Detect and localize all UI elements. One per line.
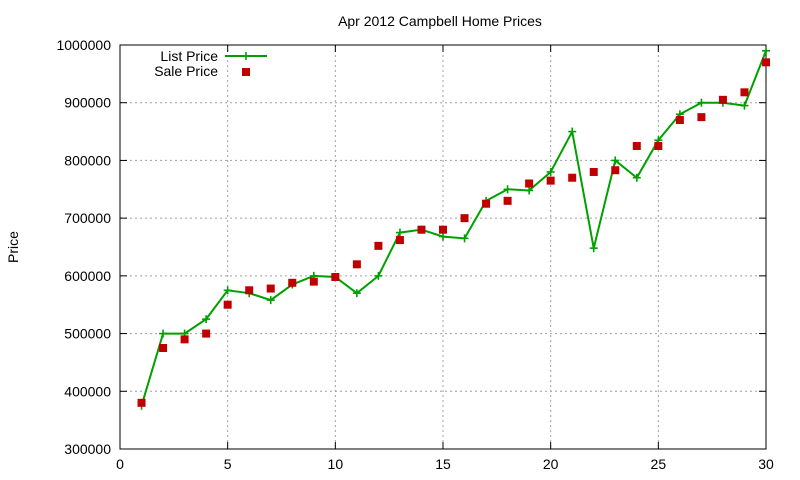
y-tick-label: 1000000 [56, 37, 111, 53]
tick-labels: 0 5 10 15 20 25 30 300000 400000 500000 600000 7000… [56, 37, 774, 472]
sale-price-point [374, 241, 383, 250]
axes [119, 44, 767, 450]
sale-price-point [611, 166, 620, 175]
list-price-point [223, 286, 232, 295]
x-tick-label: 30 [758, 456, 774, 472]
y-tick-label: 600000 [64, 268, 111, 284]
list-price-point [632, 173, 641, 182]
y-tick-label: 800000 [64, 152, 111, 168]
list-price-point [202, 315, 211, 324]
sale-price-point [740, 88, 749, 97]
list-price-point [525, 186, 534, 195]
x-tick-label: 15 [435, 456, 451, 472]
sale-price-point [395, 236, 404, 245]
sale-price-point [460, 214, 469, 223]
sale-price-point [697, 113, 706, 122]
x-tick-label: 0 [116, 456, 124, 472]
sale-price-point [718, 95, 727, 104]
y-axis-label: Price [5, 231, 21, 263]
list-price-point [460, 234, 469, 243]
list-price-point [762, 46, 770, 55]
chart-title: Apr 2012 Campbell Home Prices [338, 13, 542, 29]
list-price-point [546, 167, 555, 176]
sale-price-point [568, 173, 577, 182]
y-tick-label: 400000 [64, 383, 111, 399]
plot-series [137, 46, 770, 410]
sale-price-point [137, 398, 146, 407]
grid-lines [120, 45, 766, 449]
sale-price-point [331, 273, 340, 282]
list-price-point [374, 271, 383, 280]
legend-label-sale-price: Sale Price [154, 63, 218, 79]
y-tick-label: 900000 [64, 95, 111, 111]
list-price-point [266, 296, 275, 305]
sale-price-point [503, 196, 512, 205]
sale-price-point [654, 142, 663, 150]
sale-price-point [417, 225, 426, 234]
sale-price-point [223, 300, 232, 309]
sale-price-point [482, 199, 491, 208]
list-price-point [439, 232, 447, 241]
y-tick-label: 300000 [64, 441, 111, 457]
sale-price-point [266, 284, 275, 293]
x-tick-label: 20 [543, 456, 559, 472]
list-price-point [589, 244, 598, 253]
list-price-point [503, 185, 512, 194]
sale-price-point [180, 335, 189, 344]
list-price-point [568, 127, 577, 136]
list-price-point [159, 329, 168, 338]
sale-price-point [352, 260, 361, 269]
list-price-point [352, 289, 361, 298]
sale-price-point [309, 277, 318, 286]
sale-price-point [245, 286, 254, 295]
list-price-point [697, 98, 706, 107]
legend-swatch-sale-price [242, 68, 250, 76]
list-price-point [611, 156, 620, 165]
list-price-point [740, 101, 749, 110]
sale-price-point [525, 179, 534, 188]
sale-price-point [589, 167, 598, 176]
x-tick-label: 25 [651, 456, 667, 472]
list-price-point [395, 228, 404, 237]
sale-price-point [632, 142, 641, 150]
x-tick-label: 5 [224, 456, 232, 472]
sale-price-point [675, 116, 684, 125]
sale-price-point [288, 278, 297, 287]
x-tick-label: 10 [328, 456, 344, 472]
sale-price-point [202, 329, 211, 338]
sale-price-point [159, 344, 168, 352]
sale-price-point [439, 225, 447, 234]
legend-label-list-price: List Price [160, 48, 218, 64]
sale-price-point [546, 176, 555, 185]
sale-price-point [762, 58, 770, 67]
y-tick-label: 700000 [64, 210, 111, 226]
y-tick-label: 500000 [64, 326, 111, 342]
